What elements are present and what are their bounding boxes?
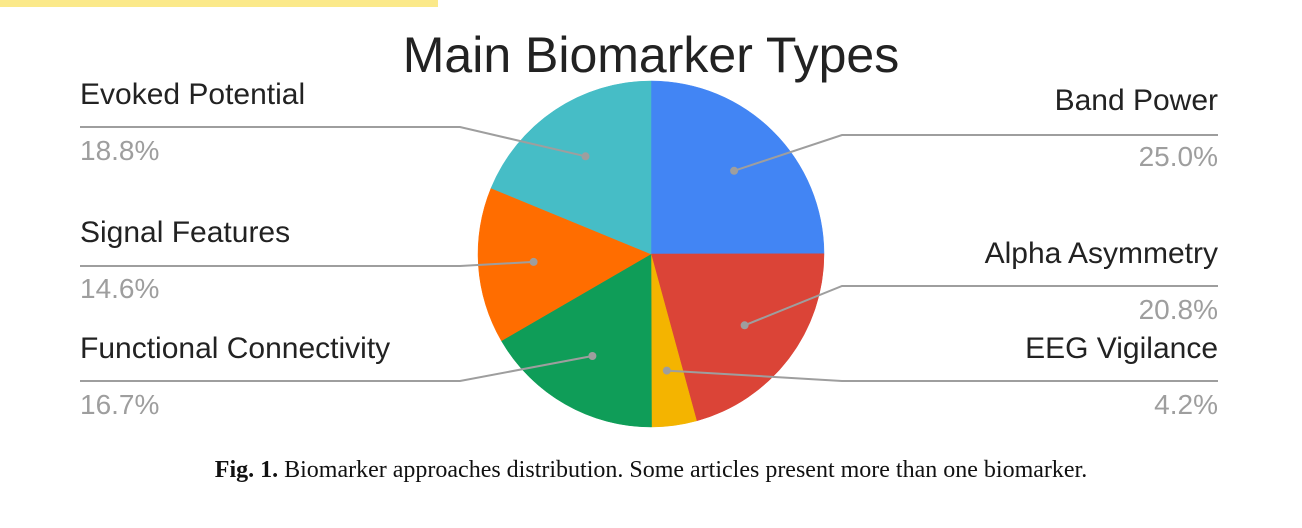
slice-labels: Band Power 25.0% Alpha Asymmetry 20.8% EEG V…	[80, 78, 1218, 420]
slice-label-signal-features: Signal Features	[80, 216, 290, 249]
pie-slice-band-power	[650, 80, 825, 255]
highlight-strip	[0, 0, 438, 7]
leader-dot-signal-features	[529, 257, 538, 266]
leader-line-functional-connectivity	[80, 355, 593, 382]
slice-value-band-power: 25.0%	[1139, 141, 1218, 172]
leader-line-eeg-vigilance	[666, 369, 1218, 382]
figure-caption: Fig. 1. Biomarker approaches distributio…	[0, 457, 1302, 484]
pie-chart: Main Biomarker Types Band Power 25.0% Alph…	[80, 27, 1218, 428]
slice-label-functional-connectivity: Functional Connectivity	[80, 332, 390, 365]
slice-label-band-power: Band Power	[1055, 84, 1218, 117]
slice-value-signal-features: 14.6%	[80, 273, 159, 304]
leader-dot-eeg-vigilance	[662, 366, 671, 375]
slice-value-eeg-vigilance: 4.2%	[1154, 389, 1218, 420]
leader-dot-alpha-asymmetry	[740, 321, 749, 330]
leader-line-alpha-asymmetry	[744, 285, 1218, 327]
leader-lines	[80, 126, 1218, 382]
caption-prefix: Fig. 1.	[214, 457, 279, 483]
leader-line-signal-features	[80, 260, 534, 267]
leader-line-evoked-potential	[80, 126, 586, 158]
caption-text: Biomarker approaches distribution. Some …	[284, 457, 1088, 483]
pie-slice-evoked-potential	[490, 80, 652, 255]
chart-title: Main Biomarker Types	[403, 27, 899, 83]
slice-value-functional-connectivity: 16.7%	[80, 389, 159, 420]
slice-label-alpha-asymmetry: Alpha Asymmetry	[985, 237, 1218, 270]
slice-label-evoked-potential: Evoked Potential	[80, 78, 305, 111]
leader-line-band-power	[733, 134, 1218, 172]
pie-slice-functional-connectivity	[501, 253, 652, 428]
slice-value-evoked-potential: 18.8%	[80, 135, 159, 166]
pie-slices	[477, 80, 825, 428]
leader-dot-band-power	[730, 166, 739, 175]
slice-value-alpha-asymmetry: 20.8%	[1139, 294, 1218, 325]
pie-slice-alpha-asymmetry	[650, 253, 825, 422]
leader-dot-functional-connectivity	[588, 352, 597, 360]
leader-dot-evoked-potential	[581, 152, 590, 161]
slice-label-eeg-vigilance: EEG Vigilance	[1025, 332, 1218, 365]
